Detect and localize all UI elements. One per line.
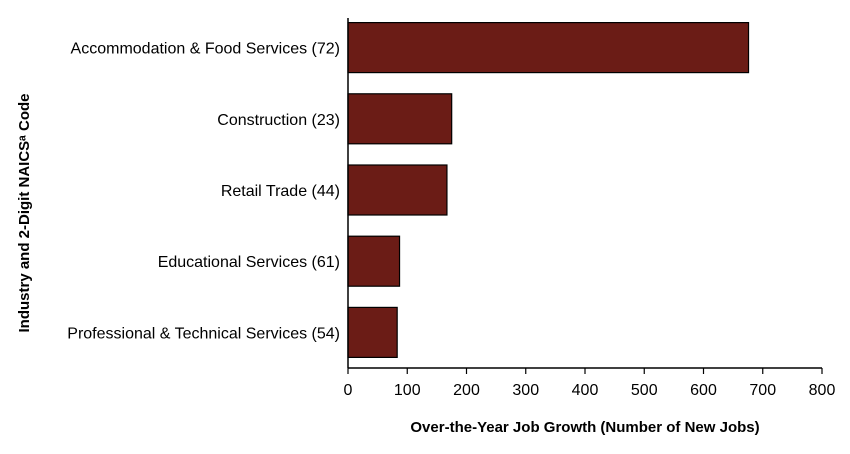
bar	[347, 22, 750, 74]
x-tick-label: 200	[453, 382, 480, 399]
category-label: Retail Trade (44)	[221, 183, 340, 200]
x-tick-label: 800	[809, 382, 836, 399]
bar	[347, 306, 398, 358]
bars-group	[347, 22, 750, 358]
category-label: Professional & Technical Services (54)	[67, 325, 340, 342]
category-label: Accommodation & Food Services (72)	[71, 41, 340, 58]
x-tick-label: 300	[512, 382, 539, 399]
x-axis-ticks: 0 100 200 300 400 500 600 700 800	[344, 368, 836, 399]
category-label: Educational Services (61)	[158, 254, 340, 271]
bar	[347, 93, 453, 145]
x-tick-label: 400	[572, 382, 599, 399]
category-label: Construction (23)	[217, 112, 340, 129]
x-axis-title: Over-the-Year Job Growth (Number of New …	[410, 419, 759, 436]
x-tick-label: 500	[631, 382, 658, 399]
x-tick-label: 0	[344, 382, 353, 399]
bar	[347, 164, 448, 216]
y-axis-title: Industry and 2-Digit NAICSᵃ Code	[16, 93, 33, 332]
category-labels: Accommodation & Food Services (72) Constr…	[67, 41, 340, 343]
bar	[347, 235, 401, 287]
x-tick-label: 700	[749, 382, 776, 399]
x-tick-label: 100	[394, 382, 421, 399]
x-tick-label: 600	[690, 382, 717, 399]
